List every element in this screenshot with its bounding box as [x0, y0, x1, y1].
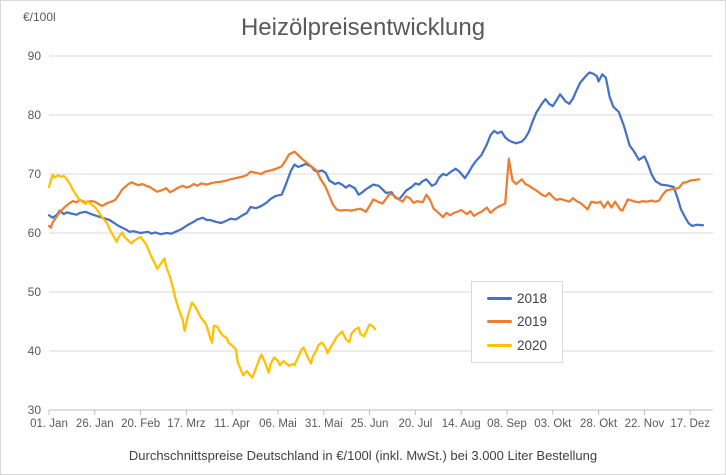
x-axis-tick-label: 11. Apr	[214, 418, 250, 430]
legend-line-swatch-2018	[487, 297, 512, 301]
y-axis-tick-label: 60	[28, 226, 42, 240]
legend-label-2020: 2020	[517, 337, 548, 353]
legend-line-swatch-2019	[487, 320, 512, 324]
legend-label-2018: 2018	[517, 291, 548, 307]
x-axis-tick-label: 28. Okt	[580, 418, 618, 430]
legend-item-2018: 2018	[487, 291, 558, 306]
legend-item-2019: 2019	[487, 314, 558, 329]
y-axis-tick-label: 90	[28, 49, 42, 63]
legend-label-2019: 2019	[517, 314, 548, 330]
x-axis-tick-label: 20. Jul	[398, 418, 432, 430]
x-axis-tick-label: 17. Mrz	[167, 418, 206, 430]
x-axis-tick-label: 26. Jan	[76, 418, 114, 430]
y-axis-tick-label: 80	[28, 108, 42, 122]
x-axis-tick-label: 25. Jun	[351, 418, 389, 430]
series-line-2020	[47, 173, 377, 379]
x-axis-tick-label: 14. Aug	[442, 418, 481, 430]
chart-title: Heizölpreisentwicklung	[240, 14, 486, 41]
x-axis-tick-label: 31. Mai	[305, 418, 343, 430]
legend-item-2020: 2020	[487, 338, 558, 353]
x-axis-tick-label: 20. Feb	[121, 418, 160, 430]
y-axis-tick-label: 40	[28, 344, 42, 358]
x-axis-tick-label: 17. Dez	[670, 418, 710, 430]
chart-caption: Durchschnittspreise Deutschland in €/100…	[128, 448, 598, 463]
y-axis-tick-label: 70	[28, 167, 42, 181]
series-line-2019	[47, 150, 701, 229]
x-axis-tick-label: 06. Mai	[259, 418, 297, 430]
x-axis-tick-label: 03. Okt	[534, 418, 572, 430]
chart-legend: 2018 2019 2020	[471, 281, 563, 363]
legend-line-swatch-2020	[487, 343, 512, 347]
y-axis-tick-label: 50	[28, 285, 42, 299]
series-line-2018	[47, 71, 705, 236]
x-axis-tick-label: 01. Jan	[30, 418, 68, 430]
y-axis-tick-label: 30	[28, 403, 42, 417]
y-axis-unit-label: €/100l	[23, 10, 56, 24]
x-axis-tick-label: 08. Sep	[487, 418, 527, 430]
x-axis-tick-label: 22. Nov	[625, 418, 665, 430]
